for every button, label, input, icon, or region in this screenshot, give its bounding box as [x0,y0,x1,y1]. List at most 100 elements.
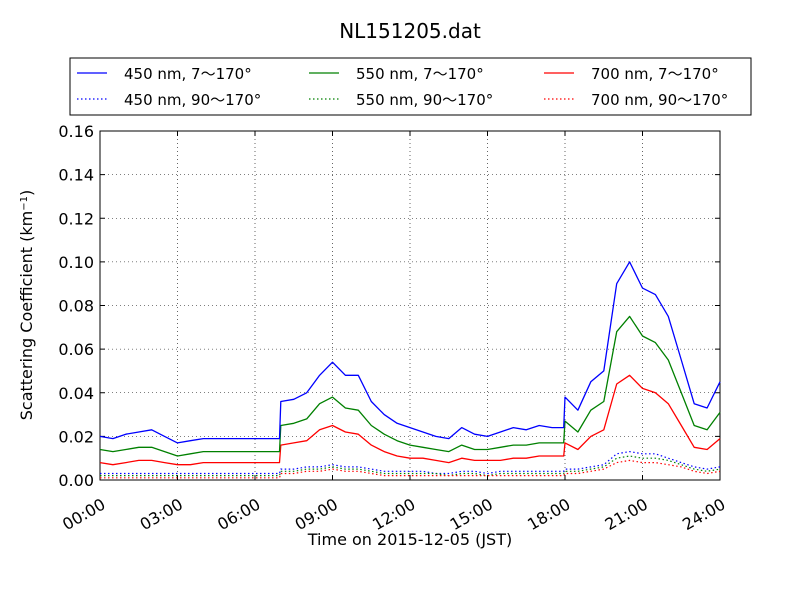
data-point-s5 [254,477,256,479]
data-point-s2 [228,451,230,453]
data-point-s0 [616,283,618,285]
data-point-s0 [474,433,476,435]
data-point-s0 [383,414,385,416]
data-point-s2 [190,453,192,455]
data-point-s4 [279,462,281,464]
data-point-s0 [151,429,153,431]
data-point-s1 [306,466,308,468]
data-point-s5 [474,475,476,477]
data-point-s2 [642,335,644,337]
data-point-s4 [202,462,204,464]
data-point-s4 [332,425,334,427]
data-point-s1 [112,473,114,475]
data-point-s0 [461,427,463,429]
data-point-s0 [525,429,527,431]
data-point-s4 [345,431,347,433]
data-point-s4 [525,457,527,459]
data-point-s4 [616,383,618,385]
data-point-s5 [512,475,514,477]
data-point-s0 [125,433,127,435]
data-point-s5 [551,475,553,477]
data-point-s5 [577,473,579,475]
data-point-s2 [577,431,579,433]
data-point-s0 [293,398,295,400]
data-point-s5 [706,473,708,475]
data-point-s1 [177,473,179,475]
data-point-s5 [151,477,153,479]
data-point-s2 [345,407,347,409]
data-point-s3 [655,457,657,459]
data-point-s4 [603,429,605,431]
data-point-s2 [551,442,553,444]
data-point-s5 [448,475,450,477]
data-point-s0 [719,381,721,383]
data-point-s1 [138,473,140,475]
data-point-s1 [370,468,372,470]
series-line-0 [99,261,721,444]
data-point-s3 [642,457,644,459]
data-point-s3 [215,475,217,477]
data-point-s3 [616,457,618,459]
data-point-s2 [525,444,527,446]
data-point-s1 [228,473,230,475]
data-point-s2 [706,429,708,431]
data-point-s3 [267,475,269,477]
y-tick-label: 0.04 [58,384,94,403]
y-tick-label: 0.10 [58,253,94,272]
data-point-s5 [125,477,127,479]
data-point-s4 [461,457,463,459]
data-point-s4 [435,460,437,462]
data-point-s4 [215,462,217,464]
x-axis-label: Time on 2015-12-05 (JST) [307,530,512,549]
series-line-4 [99,374,721,466]
data-point-s1 [616,453,618,455]
data-point-s1 [190,473,192,475]
data-point-s3 [357,468,359,470]
data-point-s4 [370,444,372,446]
data-point-s5 [332,468,334,470]
data-point-s2 [435,449,437,451]
data-point-s5 [279,477,281,479]
data-point-s5 [112,477,114,479]
y-tick-label: 0.06 [58,340,94,359]
data-point-s1 [525,470,527,472]
data-point-s5 [563,475,565,477]
data-point-s3 [202,475,204,477]
data-point-s3 [383,473,385,475]
data-point-s1 [590,466,592,468]
data-point-s4 [500,460,502,462]
data-point-s4 [293,442,295,444]
data-point-s1 [603,464,605,466]
data-point-s5 [319,470,321,472]
data-point-s3 [151,475,153,477]
data-point-s3 [629,455,631,457]
series-line-2 [99,315,721,457]
data-point-s0 [655,294,657,296]
data-point-s3 [241,475,243,477]
data-point-s4 [680,425,682,427]
data-point-s4 [267,462,269,464]
data-point-s3 [396,473,398,475]
data-point-s4 [112,464,114,466]
data-point-s2 [357,409,359,411]
data-point-s1 [474,470,476,472]
data-point-s4 [629,374,631,376]
data-point-s2 [125,449,127,451]
data-point-s1 [396,470,398,472]
data-point-s2 [590,409,592,411]
data-point-s5 [487,475,489,477]
y-tick-label: 0.16 [58,122,94,141]
data-point-s5 [629,460,631,462]
data-point-s4 [448,462,450,464]
data-point-s2 [293,422,295,424]
data-point-s4 [590,436,592,438]
data-point-s0 [138,431,140,433]
data-point-s4 [474,460,476,462]
data-point-s0 [202,438,204,440]
data-point-s0 [177,442,179,444]
y-axis-label-tail: ) [17,190,36,196]
data-point-s1 [202,473,204,475]
legend-label: 700 nm, 90～170° [591,91,728,109]
data-point-s0 [538,425,540,427]
data-point-s1 [512,470,514,472]
